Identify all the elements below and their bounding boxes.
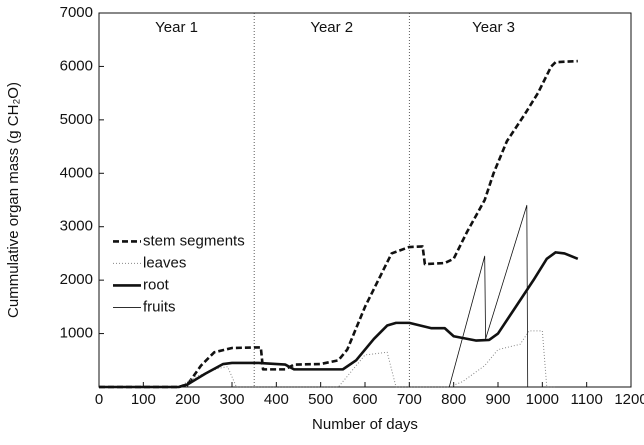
x-tick-label: 500: [308, 391, 333, 408]
series-line: [99, 59, 578, 389]
x-tick-label: 900: [485, 391, 510, 408]
x-tick-label: 1000: [526, 391, 559, 408]
x-tick-label: 200: [175, 391, 200, 408]
y-tick-label: 3000: [60, 218, 93, 235]
y-tick-label: 1000: [60, 325, 93, 342]
legend-label: fruits: [143, 298, 176, 315]
x-tick-label: 300: [219, 391, 244, 408]
x-tick-label: 1100: [571, 391, 603, 408]
y-tick-label: 6000: [60, 57, 93, 74]
x-tick-label: 600: [352, 391, 377, 408]
x-tick-label: 100: [131, 391, 156, 408]
legend-label: stem segments: [143, 232, 245, 249]
x-tick-label: 0: [95, 391, 103, 408]
x-tick-label: 800: [441, 391, 466, 408]
y-tick-label: 7000: [60, 4, 93, 21]
y-tick-label: 2000: [60, 271, 93, 288]
series-line: [99, 204, 578, 388]
period-label: Year 3: [472, 19, 515, 36]
y-tick-label: 4000: [60, 164, 93, 181]
plot-frame: [98, 12, 632, 388]
x-tick-label: 400: [264, 391, 289, 408]
period-label: Year 1: [155, 19, 198, 36]
period-label: Year 2: [310, 19, 353, 36]
x-tick-label: 1200: [614, 391, 644, 408]
legend-label: leaves: [143, 254, 186, 271]
x-axis-label: Number of days: [312, 416, 418, 433]
legend-label: root: [143, 276, 170, 293]
y-tick-label: 5000: [60, 111, 93, 128]
x-tick-label: 700: [397, 391, 422, 408]
y-axis-label: Cummulative organ mass (g CH₂O): [5, 82, 22, 318]
